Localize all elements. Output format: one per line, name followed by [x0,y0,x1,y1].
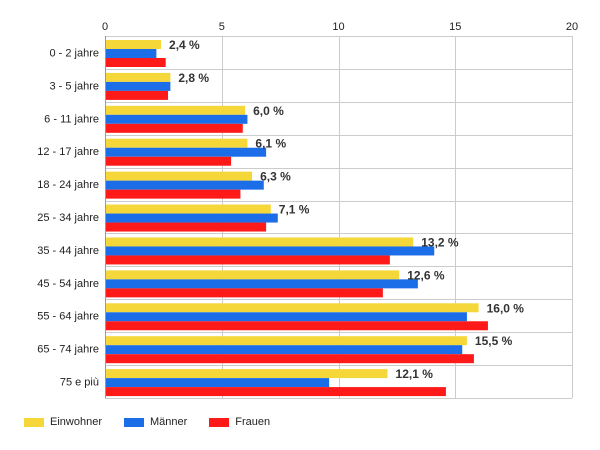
bar-chart: 0 5 10 15 20 0 - 2 jahre 3 - 5 jahre 6 - 11 ja… [37,21,578,399]
category-label: 75 e più [60,377,99,389]
data-label: 12,1 % [396,367,434,381]
legend-label: Frauen [235,416,271,428]
bar-frauen [106,123,243,133]
bar-mnner [106,114,248,124]
x-axis-ticks: 0 5 10 15 20 [102,21,578,33]
bar-einwohner [106,303,479,313]
category-label: 0 - 2 jahre [49,47,99,59]
bar-frauen [106,90,169,100]
bar-mnner [106,246,435,256]
bar-einwohner [106,369,388,379]
bar-mnner [106,147,267,157]
x-tick-label: 10 [332,21,344,33]
bar-frauen [106,58,166,67]
bar-einwohner [106,237,414,247]
bar-einwohner [106,171,253,181]
category-label: 3 - 5 jahre [49,80,99,92]
x-tick-label: 15 [449,21,461,33]
bar-einwohner [106,270,400,280]
data-label: 6,3 % [260,170,291,184]
category-labels: 0 - 2 jahre 3 - 5 jahre 6 - 11 jahre 12 - 1… [37,47,99,388]
bar-einwohner [106,204,271,214]
legend-swatch-maenner [123,417,144,427]
bar-mnner [106,345,463,355]
bar-frauen [106,156,232,166]
category-label: 45 - 54 jahre [37,278,99,290]
data-label: 6,0 % [253,104,284,118]
bar-frauen [106,288,383,298]
category-label: 25 - 34 jahre [37,212,99,224]
legend-label: Einwohner [50,416,102,428]
x-tick-label: 20 [566,21,578,33]
bar-frauen [106,255,390,265]
data-label: 15,5 % [475,334,513,348]
bar-einwohner [106,138,248,148]
data-label: 12,6 % [407,268,445,282]
bars [106,40,488,397]
legend-swatch-frauen [209,417,230,427]
bar-mnner [106,213,278,223]
bar-frauen [106,189,241,199]
legend-item-einwohner[interactable]: Einwohner [24,416,102,428]
bar-mnner [106,279,418,289]
data-label: 6,1 % [255,137,286,151]
legend-label: Männer [149,416,188,428]
legend-item-maenner[interactable]: Männer [123,416,188,428]
bar-frauen [106,321,488,331]
legend-swatch-einwohner [24,417,44,427]
bar-einwohner [106,336,467,346]
bar-einwohner [106,105,246,115]
bar-mnner [106,180,264,190]
bar-einwohner [106,72,171,82]
category-label: 6 - 11 jahre [44,113,99,125]
data-label: 13,2 % [421,235,459,249]
category-label: 65 - 74 jahre [37,344,99,356]
legend: Einwohner Männer Frauen [24,416,292,428]
x-tick-label: 0 [102,21,108,33]
bar-mnner [106,378,330,388]
bar-mnner [106,81,171,91]
category-label: 18 - 24 jahre [37,179,99,191]
data-label: 2,4 % [169,38,200,52]
bar-frauen [106,354,474,364]
grid [105,36,573,399]
category-label: 35 - 44 jahre [37,245,99,257]
category-label: 55 - 64 jahre [37,311,99,323]
x-tick-label: 5 [219,21,225,33]
legend-item-frauen[interactable]: Frauen [209,416,270,428]
bar-einwohner [106,40,162,49]
bar-mnner [106,49,157,58]
bar-frauen [106,387,446,397]
data-labels: 2,4 % 2,8 % 6,0 % 6,1 % 6,3 % 7,1 % 13,2 % 12,6… [169,38,524,381]
data-label: 16,0 % [487,301,525,315]
data-label: 2,8 % [178,71,209,85]
bar-frauen [106,222,267,232]
bar-mnner [106,312,467,322]
category-label: 12 - 17 jahre [37,146,99,158]
data-label: 7,1 % [279,203,310,217]
